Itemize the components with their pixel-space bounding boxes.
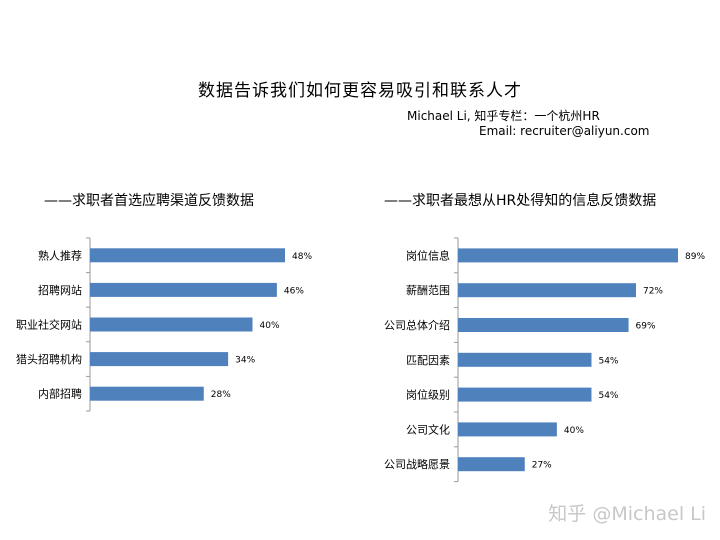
bar (458, 248, 678, 263)
category-label: 猎头招聘机构 (16, 352, 82, 366)
category-label: 熟人推荐 (38, 248, 82, 262)
hr-info-chart: 岗位信息 89% 薪酬范围 72% 公司总体介绍 69% 匹配因素 54% 岗位级别 54% 公司文… (384, 237, 705, 483)
bar (90, 248, 285, 263)
bar (458, 387, 592, 402)
bar (458, 457, 525, 472)
watermark: 知乎 @Michael Li (548, 503, 706, 525)
bar (458, 318, 629, 332)
data-label: 28% (211, 390, 231, 400)
category-label: 职业社交网站 (16, 318, 82, 332)
category-label: 招聘网站 (38, 283, 82, 297)
author-line: Michael Li, 知乎专栏：一个杭州HR (407, 109, 600, 123)
data-label: 48% (292, 252, 312, 262)
data-label: 72% (643, 287, 663, 297)
category-label: 公司战略愿景 (384, 457, 450, 471)
bar (458, 283, 636, 298)
bar (90, 317, 253, 332)
category-label: 内部招聘 (38, 387, 82, 401)
category-label: 匹配因素 (406, 354, 450, 367)
category-label: 薪酬范围 (406, 283, 450, 297)
data-label: 40% (260, 321, 280, 331)
email-line: Email: recruiter@aliyun.com (479, 124, 650, 138)
data-label: 69% (636, 322, 656, 332)
data-label: 46% (284, 286, 304, 296)
right-chart-title: ——求职者最想从HR处得知的信息反馈数据 (384, 193, 657, 209)
page-title: 数据告诉我们如何更容易吸引和联系人才 (198, 81, 522, 101)
bar (90, 352, 229, 367)
data-label: 40% (564, 426, 584, 436)
data-label: 34% (235, 356, 255, 366)
left-chart-title: ——求职者首选应聘渠道反馈数据 (44, 193, 254, 209)
category-label: 公司总体介绍 (384, 318, 450, 332)
data-label: 27% (532, 461, 552, 471)
channel-preference-chart: 熟人推荐 48% 招聘网站 46% 职业社交网站 40% 猎头招聘机构 34% 内部招聘 28% (16, 237, 312, 412)
category-label: 岗位信息 (406, 248, 450, 262)
data-label: 89% (685, 252, 705, 262)
data-label: 54% (598, 356, 618, 366)
bar (90, 386, 204, 401)
bar (90, 282, 277, 297)
bar (458, 352, 592, 367)
category-label: 岗位级别 (406, 388, 450, 402)
data-label: 54% (598, 391, 618, 401)
bar (458, 422, 557, 437)
category-label: 公司文化 (406, 422, 450, 436)
